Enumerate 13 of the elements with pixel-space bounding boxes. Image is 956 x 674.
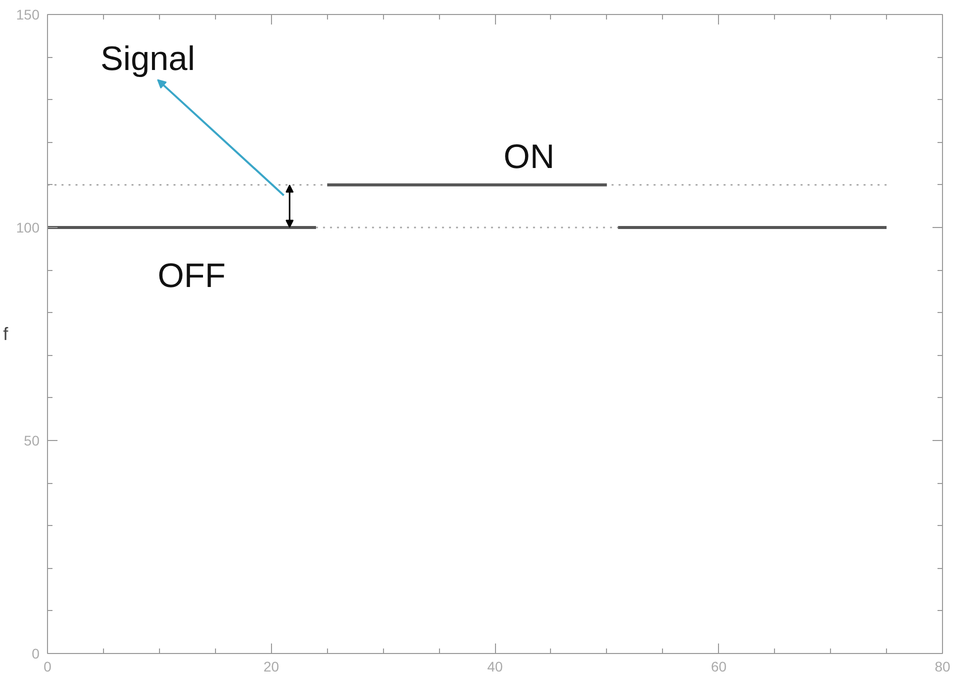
x-tick-label: 40 [487, 658, 503, 674]
y-tick-label: 150 [16, 6, 40, 22]
x-tick-label: 0 [44, 658, 52, 674]
y-axis-title: f [3, 324, 10, 344]
y-tick-label: 100 [16, 220, 40, 236]
y-tick-label: 50 [24, 432, 40, 448]
annotation: OFF [158, 256, 226, 295]
x-tick-label: 20 [263, 658, 280, 674]
y-tick-label: 0 [32, 646, 40, 662]
x-tick-label: 60 [710, 658, 727, 674]
x-tick-label: 80 [934, 658, 950, 674]
annotation: Signal [100, 40, 195, 78]
annotation: ON [504, 138, 555, 176]
